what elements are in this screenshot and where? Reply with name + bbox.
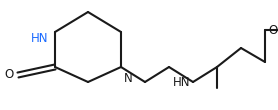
Text: O: O: [268, 24, 277, 37]
Text: HN: HN: [173, 75, 190, 89]
Text: HN: HN: [31, 31, 48, 45]
Text: N: N: [124, 72, 133, 85]
Text: O: O: [5, 69, 14, 82]
